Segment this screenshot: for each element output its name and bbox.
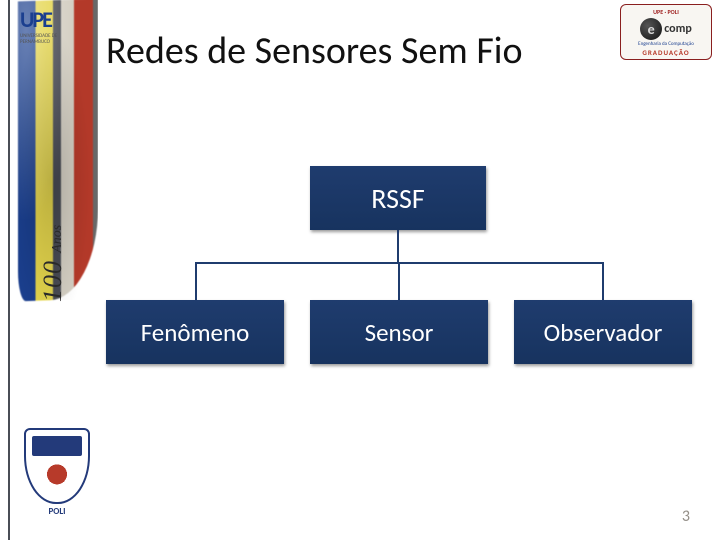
- tree-child-node: Observador: [514, 300, 692, 364]
- tree-root-label: RSSF: [371, 181, 424, 216]
- upe-logo-sub: UNIVERSIDADE DE PERNAMBUCO: [20, 33, 78, 45]
- tree-connector: [397, 230, 399, 262]
- anniversary-number: 100: [38, 260, 67, 302]
- tree-connector: [398, 262, 400, 300]
- tree-child-node: Fenômeno: [106, 300, 284, 364]
- ecomp-top: UPE · POLI: [625, 8, 707, 16]
- tree-connector: [602, 262, 604, 300]
- tree-child-label: Observador: [544, 317, 663, 348]
- tree-child-label: Fenômeno: [141, 317, 250, 348]
- slide: UPE UNIVERSIDADE DE PERNAMBUCO 100 Anos …: [0, 0, 720, 540]
- hierarchy-tree: RSSF Fenômeno Sensor Observador: [106, 166, 692, 386]
- tree-child-label: Sensor: [365, 317, 434, 348]
- slide-title: Redes de Sensores Sem Fio: [106, 28, 523, 74]
- ecomp-grad: GRADUAÇÃO: [625, 48, 707, 57]
- poli-label: POLI: [18, 506, 96, 517]
- anniversary-word: Anos: [50, 225, 65, 253]
- ecomp-e-icon: e: [640, 18, 662, 40]
- poli-logo: POLI: [18, 428, 96, 518]
- tree-root-node: RSSF: [310, 166, 486, 230]
- ecomp-comp: comp: [664, 22, 692, 36]
- upe-logo-text: UPE: [20, 6, 51, 33]
- ecomp-logo: UPE · POLI e comp Engenharia da Computaç…: [620, 4, 712, 60]
- upe-logo: UPE UNIVERSIDADE DE PERNAMBUCO: [20, 6, 78, 32]
- page-number: 3: [682, 507, 690, 526]
- tree-connector: [195, 262, 197, 300]
- anniversary-label: 100 Anos: [38, 225, 68, 302]
- poli-shield-icon: [24, 428, 90, 504]
- ecomp-sub: Engenharia da Computação: [625, 41, 707, 47]
- tree-child-node: Sensor: [310, 300, 488, 364]
- ecomp-mid: e comp: [625, 18, 707, 40]
